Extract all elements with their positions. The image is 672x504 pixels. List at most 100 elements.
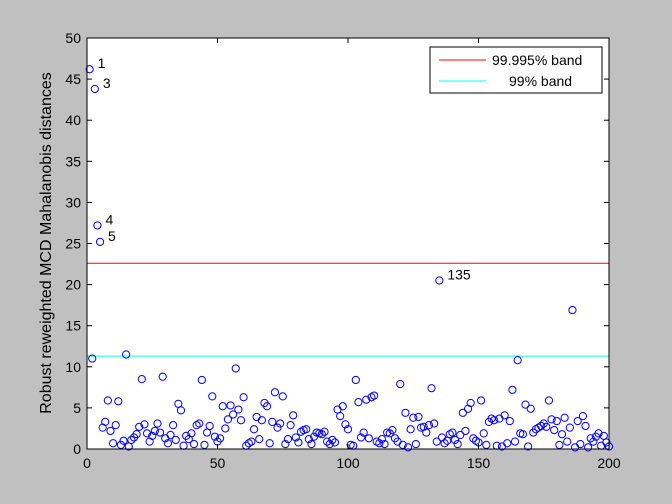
data-point [338, 402, 347, 411]
data-point [262, 402, 272, 411]
data-point [119, 436, 128, 445]
data-point [169, 421, 178, 430]
data-point [565, 423, 574, 432]
data-point [249, 425, 259, 434]
data-point [359, 428, 368, 437]
data-point [109, 439, 118, 448]
data-point [594, 429, 603, 438]
data-point [370, 391, 379, 400]
data-point [325, 439, 334, 449]
legend-label-99: 99% band [509, 73, 572, 89]
data-point [505, 416, 514, 426]
data-point [375, 439, 384, 448]
data-point [364, 434, 373, 443]
data-point [226, 401, 235, 410]
data-point [88, 354, 97, 363]
data-point [90, 84, 99, 94]
data-point [482, 440, 491, 449]
data-point [103, 396, 112, 405]
data-point [435, 276, 444, 285]
data-point [231, 364, 240, 373]
data-point [244, 439, 253, 448]
data-point [453, 439, 462, 449]
data-point [411, 439, 420, 449]
data-point [589, 437, 598, 446]
data-point [542, 422, 551, 431]
data-point [320, 427, 329, 436]
data-point [150, 426, 159, 436]
data-point [409, 413, 418, 422]
data-point [155, 428, 165, 437]
data-point [510, 437, 520, 446]
data-point [163, 439, 173, 448]
data-point [576, 439, 585, 449]
data-point [265, 439, 274, 448]
data-point [116, 440, 126, 449]
data-point [401, 408, 410, 417]
data-point [286, 421, 295, 430]
y-tick-label: 45 [65, 71, 81, 87]
data-point [534, 423, 543, 432]
data-point [114, 397, 123, 406]
data-point [341, 420, 350, 429]
data-point [487, 414, 496, 423]
data-point [317, 430, 326, 439]
data-point [403, 443, 413, 452]
data-point [93, 221, 102, 230]
data-point [563, 437, 572, 446]
data-point [396, 379, 405, 389]
band-lines [87, 262, 609, 357]
data-point [142, 429, 152, 438]
data-point [216, 434, 225, 443]
data-point [273, 423, 282, 432]
data-point [127, 435, 136, 445]
data-point [307, 439, 316, 449]
point-label: 5 [108, 228, 116, 244]
data-point [166, 430, 175, 440]
data-point [195, 419, 204, 428]
data-point [490, 416, 499, 425]
data-point [550, 425, 559, 435]
data-point [388, 425, 397, 435]
data-point [568, 305, 577, 315]
data-point [380, 439, 389, 449]
data-point [236, 416, 246, 425]
x-tick-label: 150 [467, 455, 491, 471]
data-point [239, 393, 248, 402]
data-point [135, 422, 144, 431]
data-point [537, 421, 546, 431]
data-point [158, 372, 167, 381]
data-point [95, 237, 105, 246]
point-labels: 1 3 45 135 [98, 55, 471, 282]
data-point [557, 430, 567, 439]
data-point [479, 429, 488, 438]
y-tick-label: 10 [65, 359, 81, 375]
data-point [377, 435, 387, 444]
data-point [153, 419, 162, 428]
data-point [171, 435, 180, 445]
data-point [106, 426, 115, 436]
data-point [111, 421, 120, 430]
data-point [328, 435, 337, 445]
data-point [281, 439, 290, 449]
data-point [229, 410, 238, 419]
data-point [192, 421, 201, 430]
y-axis-label: Robust reweighted MCD Mahalanobis distan… [38, 72, 55, 414]
data-point [283, 435, 293, 444]
data-point [356, 433, 366, 442]
data-point [354, 398, 363, 407]
y-tick-label: 40 [65, 112, 81, 128]
data-point [176, 406, 186, 415]
data-point [523, 442, 533, 451]
data-point [336, 412, 345, 421]
data-point [296, 427, 306, 436]
data-point [560, 413, 569, 422]
data-point [500, 411, 509, 420]
data-point [367, 393, 376, 402]
data-point [584, 443, 593, 452]
point-label: 3 [103, 75, 111, 91]
data-point [578, 412, 588, 421]
x-tick-label: 100 [336, 455, 360, 471]
